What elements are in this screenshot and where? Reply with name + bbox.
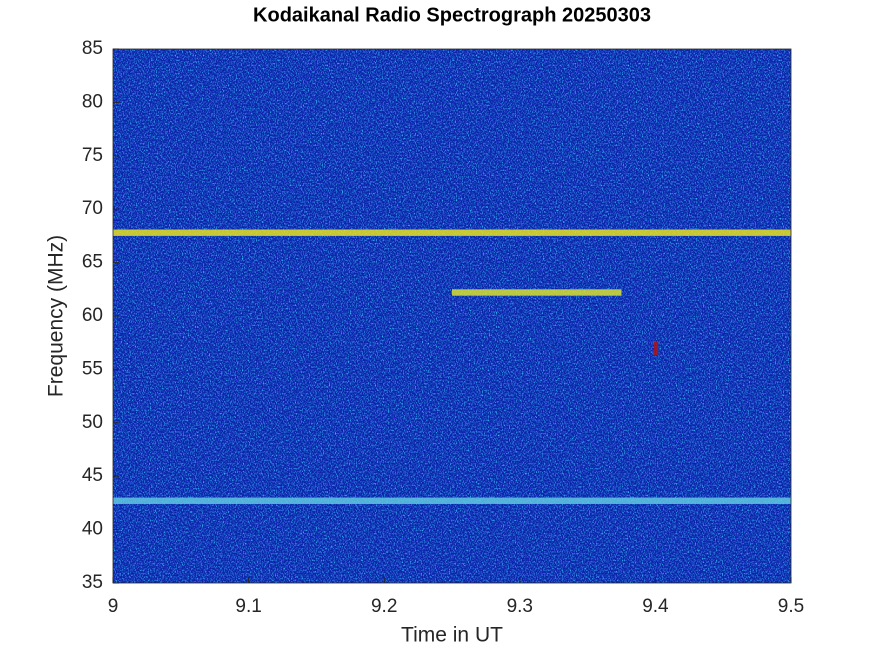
y-tick-label: 50: [82, 412, 103, 433]
y-tick-label: 70: [82, 198, 103, 219]
y-tick-label: 35: [82, 572, 103, 593]
x-tick-label: 9.5: [778, 596, 804, 617]
x-tick-label: 9.4: [642, 596, 669, 617]
y-tick-label: 60: [82, 305, 103, 326]
emission-band: [113, 229, 791, 236]
y-tick-label: 40: [82, 519, 103, 540]
x-tick-label: 9.3: [507, 596, 533, 617]
x-tick-label: 9.1: [235, 596, 261, 617]
spectrogram-noise: [113, 49, 791, 583]
y-axis-label: Frequency (MHz): [45, 235, 68, 397]
emission-band: [452, 289, 622, 296]
y-tick-label: 80: [82, 91, 103, 112]
x-axis-label: Time in UT: [401, 624, 503, 647]
emission-band: [654, 341, 659, 356]
emission-band: [113, 497, 791, 504]
y-tick-label: 75: [82, 145, 103, 166]
y-tick-label: 55: [82, 358, 103, 379]
chart-title: Kodaikanal Radio Spectrograph 20250303: [253, 4, 651, 26]
y-tick-label: 45: [82, 465, 103, 486]
x-tick-label: 9.2: [371, 596, 397, 617]
y-tick-label: 85: [82, 38, 103, 59]
x-tick-label: 9: [108, 596, 119, 617]
y-tick-label: 65: [82, 252, 103, 273]
